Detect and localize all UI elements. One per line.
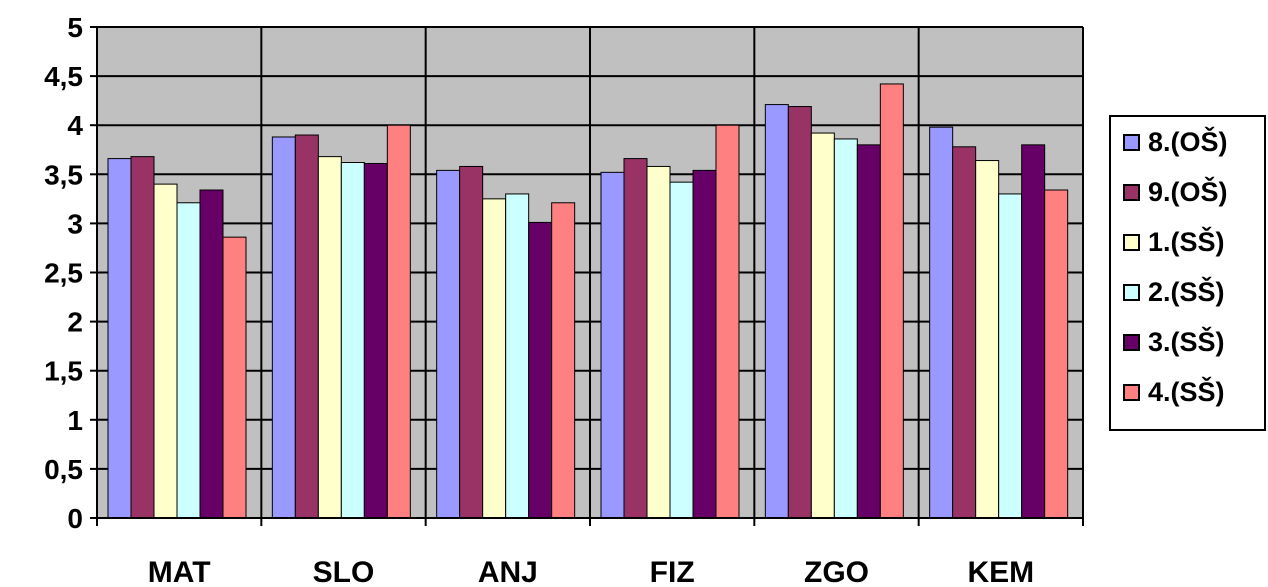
bar	[176, 202, 201, 519]
legend-label: 9.(OŠ)	[1148, 176, 1228, 207]
y-axis-tick-label: 1,5	[44, 356, 83, 387]
legend-item: 2.(SŠ)	[1123, 274, 1225, 310]
y-axis-tick-label: 3	[67, 208, 83, 239]
bar	[363, 162, 388, 519]
bar	[153, 183, 178, 519]
bar	[764, 104, 789, 519]
x-axis-category-label: SLO	[313, 556, 375, 587]
y-axis-tick-label: 1	[67, 405, 83, 436]
legend-swatch	[1123, 283, 1140, 301]
bar	[130, 156, 155, 519]
bar	[459, 165, 484, 519]
bar	[551, 202, 576, 519]
legend-swatch	[1123, 383, 1140, 401]
x-axis-category-label: MAT	[148, 556, 211, 587]
y-axis-tick-label: 0,5	[44, 454, 83, 485]
legend-swatch	[1123, 183, 1140, 201]
legend-label: 1.(SŠ)	[1148, 226, 1225, 257]
bar	[856, 144, 881, 519]
legend-swatch	[1123, 233, 1140, 251]
y-axis-tick-label: 2	[67, 307, 83, 338]
y-axis-tick-labels: 0 0,5 1 1,5 2 2,5 3 3,5 4 4,5 5	[44, 12, 83, 534]
bar	[623, 158, 648, 519]
bar	[1044, 189, 1069, 519]
bars	[107, 83, 1069, 519]
bar	[879, 83, 904, 519]
y-axis-tick-label: 3,5	[44, 159, 83, 190]
legend-label: 4.(SŠ)	[1148, 376, 1225, 407]
bar	[600, 171, 625, 519]
bar	[436, 169, 461, 519]
legend-swatch	[1123, 133, 1140, 151]
bar	[833, 138, 858, 519]
bar	[528, 221, 553, 519]
axes	[90, 26, 1084, 526]
bar	[715, 124, 740, 519]
bar	[669, 181, 694, 519]
bar	[222, 236, 247, 519]
bar	[482, 198, 507, 519]
legend-item: 1.(SŠ)	[1123, 224, 1225, 260]
legend-item: 3.(SŠ)	[1123, 324, 1225, 360]
bar	[952, 146, 977, 519]
x-axis-category-label: ZGO	[804, 556, 869, 587]
bar	[107, 158, 132, 519]
y-axis-tick-label: 0	[67, 503, 83, 534]
y-axis-tick-label: 4,5	[44, 61, 83, 92]
bar	[199, 189, 224, 519]
legend-item: 9.(OŠ)	[1123, 174, 1228, 210]
y-axis-tick-label: 4	[67, 110, 83, 141]
y-axis-tick-label: 5	[67, 12, 83, 43]
legend-label: 2.(SŠ)	[1148, 276, 1225, 307]
x-axis-category-labels: MAT SLO ANJ FIZ ZGO KEM	[148, 556, 1034, 587]
gridlines	[97, 26, 1084, 518]
bar	[505, 193, 530, 519]
legend: 8.(OŠ) 9.(OŠ) 1.(SŠ) 2.(SŠ) 3.(SŠ) 4.(SŠ)	[1109, 115, 1266, 431]
bar	[294, 134, 319, 519]
x-axis-category-label: FIZ	[650, 556, 695, 587]
bar	[340, 162, 365, 519]
legend-label: 8.(OŠ)	[1148, 126, 1228, 157]
bar	[810, 132, 835, 519]
legend-item: 4.(SŠ)	[1123, 374, 1225, 410]
legend-swatch	[1123, 333, 1140, 351]
bar	[1021, 144, 1046, 519]
bar	[646, 165, 671, 519]
bar	[692, 169, 717, 519]
bar	[386, 124, 411, 519]
bar	[929, 126, 954, 519]
bar	[317, 156, 342, 519]
bar	[998, 193, 1023, 519]
legend-item: 8.(OŠ)	[1123, 124, 1228, 160]
x-axis-category-label: KEM	[967, 556, 1034, 587]
y-axis-tick-label: 2,5	[44, 258, 83, 289]
legend-label: 3.(SŠ)	[1148, 326, 1225, 357]
bar	[975, 160, 1000, 519]
bar	[271, 136, 296, 519]
bar	[787, 106, 812, 519]
x-axis-category-label: ANJ	[478, 556, 538, 587]
